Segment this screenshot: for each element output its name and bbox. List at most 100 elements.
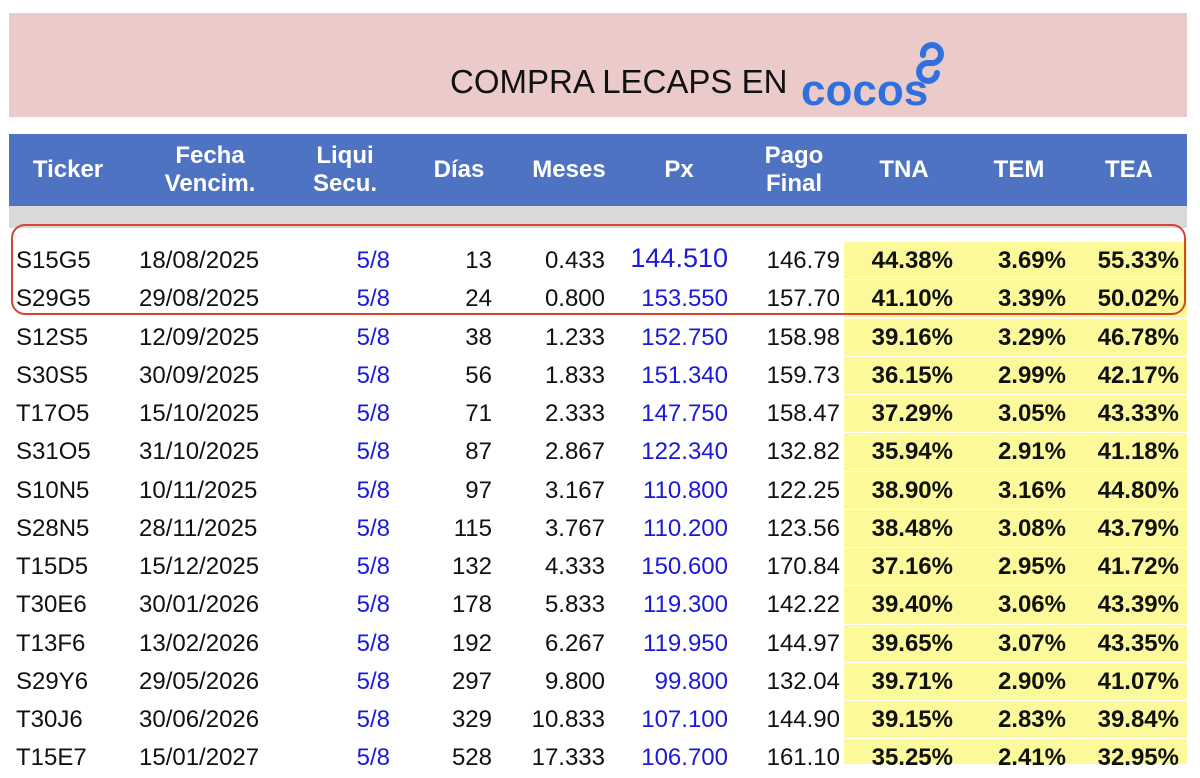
pago-final-cell: 123.56 bbox=[766, 514, 840, 542]
pago-final-cell: 122.25 bbox=[766, 476, 840, 504]
ticker-cell: T30J6 bbox=[16, 706, 83, 734]
tem-cell: 3.69% bbox=[997, 247, 1066, 274]
tem-cell: 3.08% bbox=[997, 514, 1066, 542]
fecha-cell: 28/11/2025 bbox=[139, 514, 258, 542]
table-row: T13F6 13/02/2026 5/8 192 6.267 119.950 144.97 3… bbox=[0, 625, 1200, 663]
liquidacion-cell: 5/8 bbox=[356, 361, 390, 389]
tna-cell: 37.16% bbox=[871, 553, 953, 581]
tea-cell: 42.17% bbox=[1097, 361, 1179, 389]
liquidacion-cell: 5/8 bbox=[356, 591, 390, 619]
price-cell: 99.800 bbox=[654, 667, 728, 695]
liquidacion-cell: 5/8 bbox=[356, 438, 390, 466]
liquidacion-cell: 5/8 bbox=[356, 400, 390, 428]
tna-cell: 39.65% bbox=[871, 629, 953, 657]
liquidacion-cell: 5/8 bbox=[356, 744, 390, 772]
tea-cell: 43.35% bbox=[1097, 629, 1179, 657]
table-row: S29G5 29/08/2025 5/8 24 0.800 153.550 157.70 41… bbox=[0, 280, 1200, 319]
tem-cell: 3.05% bbox=[997, 400, 1066, 428]
tem-cell: 2.90% bbox=[997, 667, 1066, 695]
ticker-cell: S28N5 bbox=[16, 514, 90, 542]
dias-cell: 56 bbox=[465, 361, 492, 389]
meses-cell: 6.267 bbox=[544, 629, 605, 657]
pago-final-cell: 144.90 bbox=[766, 706, 840, 734]
tea-cell: 44.80% bbox=[1097, 476, 1179, 504]
table-body: S15G5 18/08/2025 5/8 13 0.433 144.510 146.79 44… bbox=[0, 242, 1200, 778]
fecha-cell: 15/01/2027 bbox=[139, 744, 260, 772]
tea-cell: 43.79% bbox=[1097, 514, 1179, 542]
price-cell: 151.340 bbox=[641, 361, 728, 389]
price-cell: 119.950 bbox=[643, 629, 728, 657]
fecha-cell: 29/05/2026 bbox=[139, 667, 260, 695]
price-cell: 150.600 bbox=[641, 553, 728, 581]
ticker-cell: S31O5 bbox=[16, 438, 91, 466]
tna-cell: 39.15% bbox=[871, 706, 953, 734]
dias-cell: 132 bbox=[451, 553, 492, 581]
table-row: T15E7 15/01/2027 5/8 528 17.333 106.700 161.10… bbox=[0, 739, 1200, 778]
tea-cell: 32.95% bbox=[1097, 744, 1179, 772]
tem-cell: 3.29% bbox=[997, 323, 1066, 351]
pago-final-cell: 132.04 bbox=[766, 667, 840, 695]
fecha-cell: 30/09/2025 bbox=[139, 361, 260, 389]
tea-cell: 50.02% bbox=[1097, 285, 1179, 313]
tea-cell: 41.72% bbox=[1097, 553, 1179, 581]
pago-final-cell: 158.47 bbox=[766, 400, 840, 428]
meses-cell: 5.833 bbox=[544, 591, 605, 619]
table-row: T30J6 30/06/2026 5/8 329 10.833 107.100 144.90… bbox=[0, 701, 1200, 740]
table-row: S28N5 28/11/2025 5/8 115 3.767 110.200 123.56 3… bbox=[0, 510, 1200, 549]
meses-cell: 0.800 bbox=[544, 285, 605, 313]
liquidacion-cell: 5/8 bbox=[356, 667, 390, 695]
fecha-cell: 18/08/2025 bbox=[139, 247, 260, 274]
table-row: T30E6 30/01/2026 5/8 178 5.833 119.300 142.22 3… bbox=[0, 586, 1200, 625]
liquidacion-cell: 5/8 bbox=[356, 553, 390, 581]
header-dias: Días bbox=[433, 156, 485, 183]
meses-cell: 2.333 bbox=[544, 400, 605, 428]
dias-cell: 38 bbox=[465, 323, 492, 351]
pago-final-cell: 146.79 bbox=[766, 247, 840, 274]
tna-cell: 44.38% bbox=[871, 247, 953, 274]
tna-cell: 38.90% bbox=[871, 476, 953, 504]
table-row: S29Y6 29/05/2026 5/8 297 9.800 99.800 132.04 39… bbox=[0, 663, 1200, 702]
tna-cell: 36.15% bbox=[871, 361, 953, 389]
tem-cell: 3.16% bbox=[997, 476, 1066, 504]
tea-cell: 43.39% bbox=[1097, 591, 1179, 619]
meses-cell: 10.833 bbox=[531, 706, 605, 734]
dias-cell: 329 bbox=[451, 706, 492, 734]
pago-final-cell: 157.70 bbox=[766, 285, 840, 313]
logo-text: cocos bbox=[801, 66, 928, 115]
tem-cell: 2.91% bbox=[997, 438, 1066, 466]
header-fecha: Fecha Vencim. bbox=[164, 142, 256, 197]
liquidacion-cell: 5/8 bbox=[356, 476, 390, 504]
ticker-cell: S29Y6 bbox=[16, 667, 89, 695]
tea-cell: 46.78% bbox=[1097, 323, 1179, 351]
tem-cell: 2.83% bbox=[997, 706, 1066, 734]
pago-final-cell: 144.97 bbox=[766, 629, 840, 657]
header-separator bbox=[9, 206, 1187, 228]
meses-cell: 2.867 bbox=[544, 438, 605, 466]
dias-cell: 297 bbox=[451, 667, 492, 695]
tem-cell: 3.07% bbox=[997, 629, 1066, 657]
fecha-cell: 15/12/2025 bbox=[139, 553, 260, 581]
price-cell: 153.550 bbox=[641, 285, 728, 313]
liquidacion-cell: 5/8 bbox=[356, 706, 390, 734]
ticker-cell: T30E6 bbox=[16, 591, 87, 619]
pago-final-cell: 142.22 bbox=[766, 591, 840, 619]
price-cell: 147.750 bbox=[641, 400, 728, 428]
fecha-cell: 10/11/2025 bbox=[139, 476, 258, 504]
tem-cell: 3.06% bbox=[997, 591, 1066, 619]
ticker-cell: S30S5 bbox=[16, 361, 89, 389]
meses-cell: 3.167 bbox=[544, 476, 605, 504]
tna-cell: 35.25% bbox=[871, 744, 953, 772]
fecha-cell: 30/06/2026 bbox=[139, 706, 260, 734]
dias-cell: 97 bbox=[465, 476, 492, 504]
pago-final-cell: 159.73 bbox=[766, 361, 840, 389]
table-row: S15G5 18/08/2025 5/8 13 0.433 144.510 146.79 44… bbox=[0, 242, 1200, 281]
tna-cell: 41.10% bbox=[871, 285, 953, 313]
cocos-logo: cocos bbox=[801, 42, 944, 115]
table-row: S10N5 10/11/2025 5/8 97 3.167 110.800 122.25 38… bbox=[0, 472, 1200, 510]
dias-cell: 24 bbox=[465, 285, 492, 313]
table-row: S31O5 31/10/2025 5/8 87 2.867 122.340 132.82 35… bbox=[0, 433, 1200, 472]
tem-cell: 2.41% bbox=[997, 744, 1066, 772]
table-row: T15D5 15/12/2025 5/8 132 4.333 150.600 170.84 3… bbox=[0, 548, 1200, 587]
tna-cell: 37.29% bbox=[871, 400, 953, 428]
dias-cell: 528 bbox=[451, 744, 492, 772]
